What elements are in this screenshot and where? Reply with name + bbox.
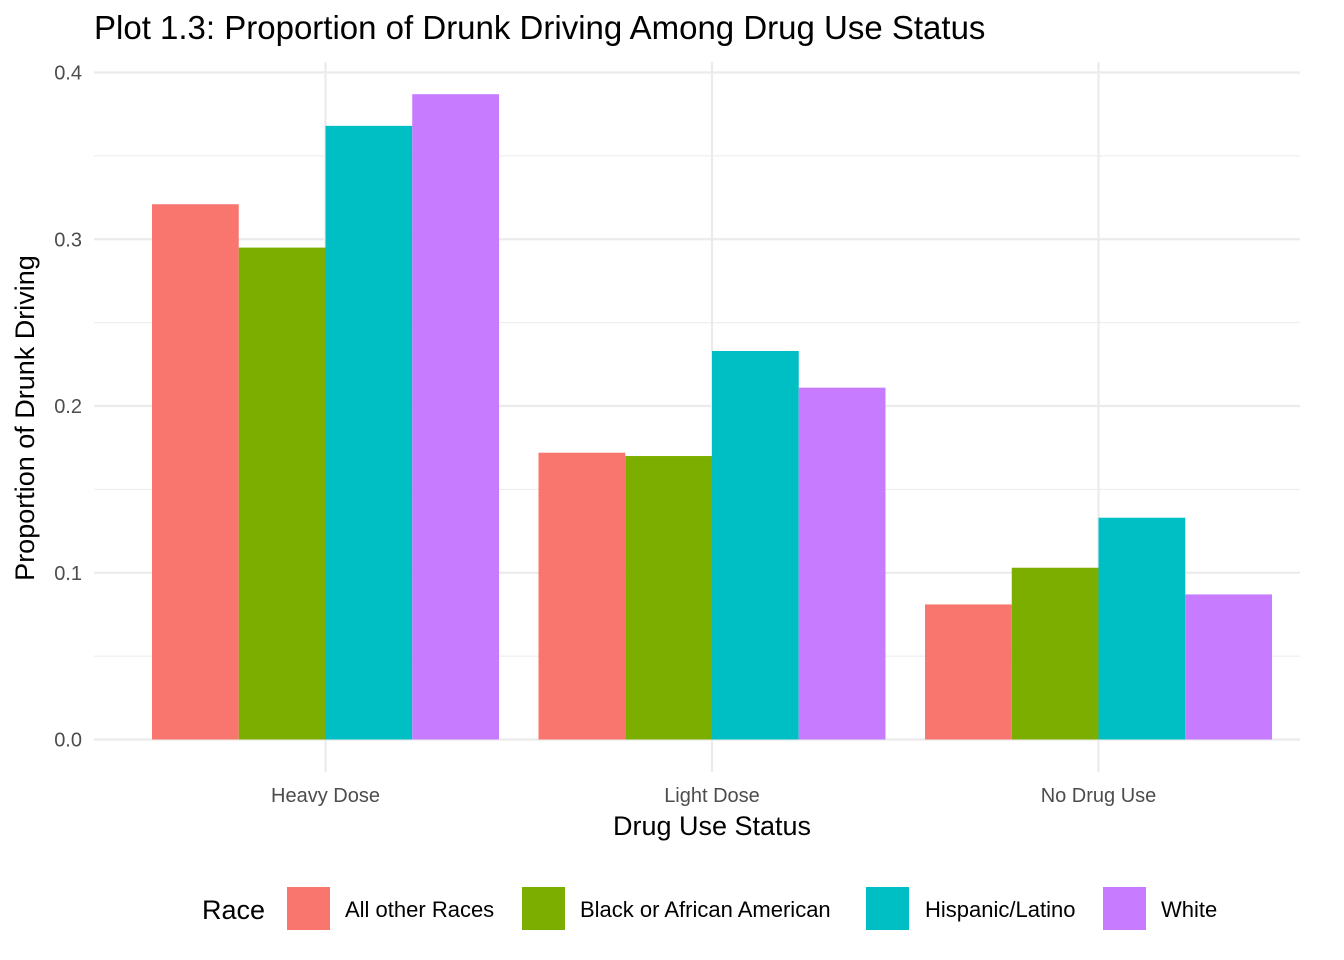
x-tick-label: No Drug Use [1041,785,1157,807]
bar [152,204,239,740]
legend-label: All other Races [345,897,494,922]
legend-key [287,887,330,930]
legend-label: Hispanic/Latino [925,897,1075,922]
bar [1011,567,1099,740]
bar [538,452,626,740]
legend-label: White [1161,897,1217,922]
bar [1185,594,1272,740]
legend-key [866,887,909,930]
bar [325,125,413,740]
x-axis-title: Drug Use Status [613,811,811,841]
legend: Race All other Races Black or African Ame… [202,887,1217,930]
x-tick-label: Heavy Dose [271,785,380,807]
legend-label: Black or African American [580,897,831,922]
y-tick-label: 0.1 [54,563,82,585]
legend-title: Race [202,895,265,925]
y-axis-ticks: 0.0 0.1 0.2 0.3 0.4 [54,63,82,752]
y-tick-label: 0.3 [54,229,82,251]
bar [1098,517,1186,740]
bars [152,94,1272,740]
y-axis-title: Proportion of Drunk Driving [10,255,40,581]
y-tick-label: 0.4 [54,63,82,85]
bar [625,456,712,740]
bar [925,604,1012,740]
x-axis-ticks: Heavy Dose Light Dose No Drug Use [271,785,1156,807]
x-tick-label: Light Dose [664,785,760,807]
bar [238,247,326,740]
y-tick-label: 0.2 [54,396,82,418]
chart-title: Plot 1.3: Proportion of Drunk Driving Am… [94,9,985,46]
bar [412,94,499,740]
bar [798,387,886,740]
legend-key [522,887,565,930]
y-tick-label: 0.0 [54,730,82,752]
legend-key [1103,887,1146,930]
bar [712,350,799,740]
